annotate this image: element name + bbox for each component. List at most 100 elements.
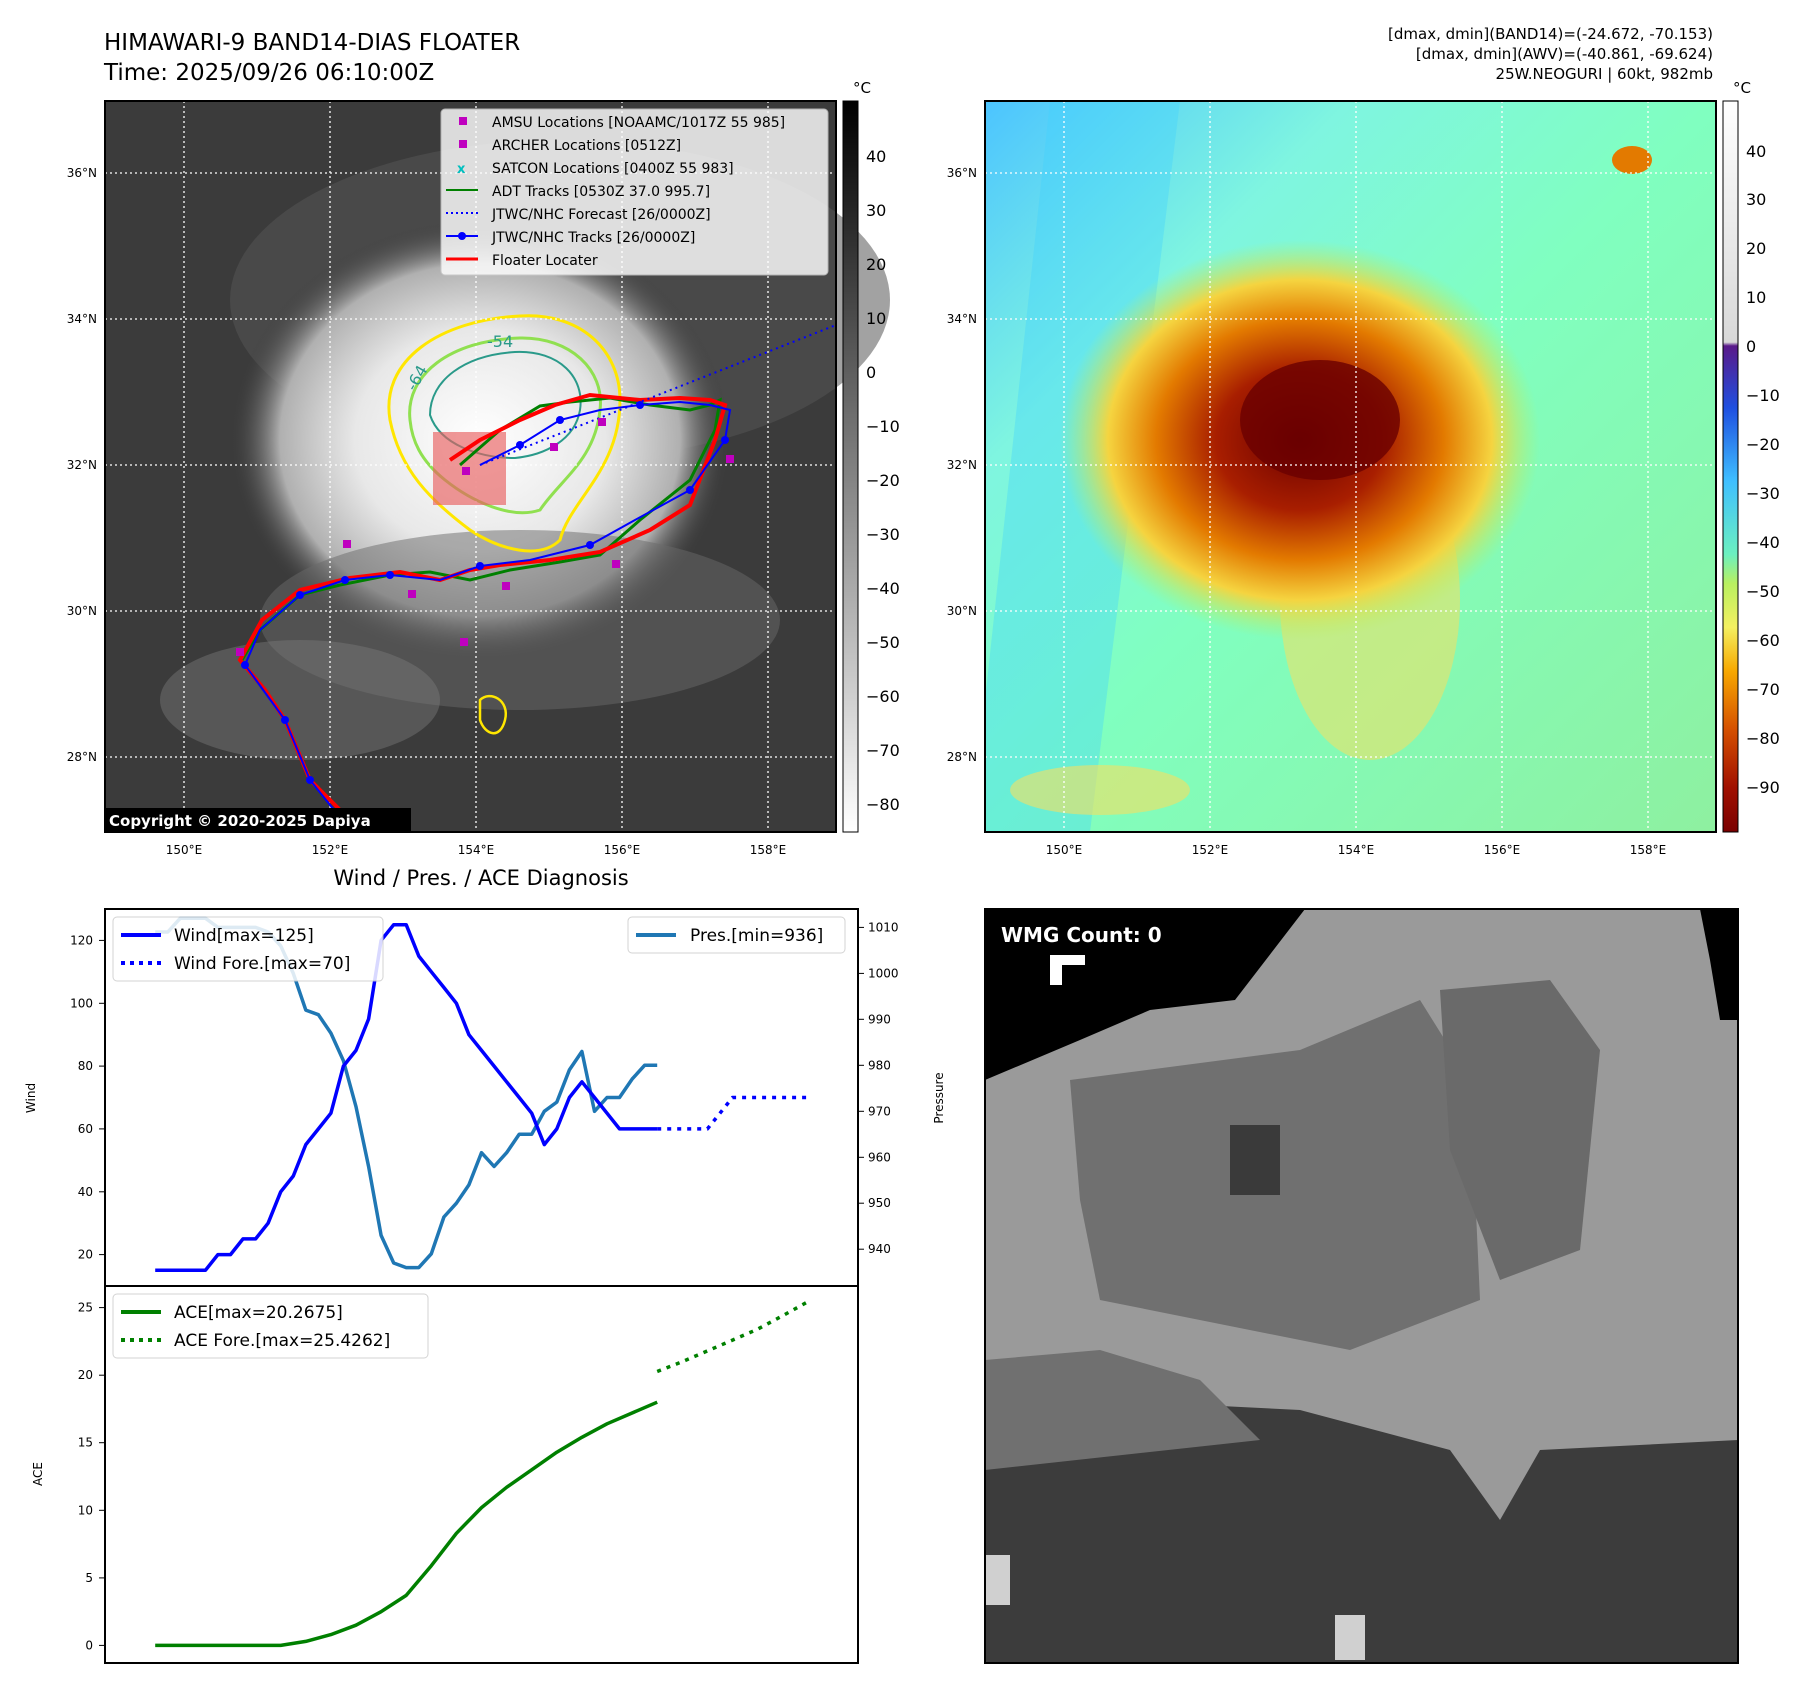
awv-cb-m50: −50 — [1746, 582, 1780, 601]
header-right-line-3: 25W.NEOGURI | 60kt, 982mb — [1496, 65, 1713, 83]
ace-line — [155, 1400, 658, 1648]
wmg-dark-cell — [1230, 1125, 1280, 1195]
ir-cb-m10: −10 — [866, 417, 900, 436]
ir-cb-m70: −70 — [866, 741, 900, 760]
awv-cb-0: 0 — [1746, 337, 1756, 356]
awv-gridlines — [985, 101, 1716, 832]
wind-tick-80: 80 — [78, 1059, 93, 1073]
wind-tick-40: 40 — [78, 1185, 93, 1199]
legend-jtwc-dot — [458, 232, 466, 240]
amsu-markers — [236, 418, 734, 656]
ace-legend: ACE[max=20.2675] ACE Fore.[max=25.4262] — [112, 1293, 429, 1359]
wind-chart: 20 40 60 80 100 120 940 950 960 970 980 990 1000 101… — [24, 908, 946, 1287]
wind-tick-100: 100 — [70, 996, 93, 1010]
ir-contour-yellow — [387, 314, 622, 553]
awv-lat-32: 32°N — [947, 458, 977, 472]
pres-tick-940: 940 — [868, 1242, 891, 1256]
awv-lat-30: 30°N — [947, 604, 977, 618]
pres-tick-990: 990 — [868, 1012, 891, 1026]
wind-y-label: Wind — [24, 1083, 38, 1113]
ir-cb-10: 10 — [866, 309, 886, 328]
awv-cb-30: 30 — [1746, 190, 1766, 209]
wmg-light-patch-1 — [985, 1555, 1010, 1605]
ir-cb-m50: −50 — [866, 633, 900, 652]
ace-tick-20: 20 — [78, 1368, 93, 1382]
ace-tick-15: 15 — [78, 1436, 93, 1450]
wmg-panel: WMG Count: 0 — [984, 908, 1739, 1664]
ir-lon-156: 156°E — [604, 843, 641, 857]
ir-colorbar-ramp — [842, 100, 859, 833]
ace-tick-25: 25 — [78, 1301, 93, 1315]
pres-y-ticks: 940 950 960 970 980 990 1000 1010 — [858, 920, 899, 1256]
awv-lon-158: 158°E — [1630, 843, 1667, 857]
ir-colorbar-ticks: 40 30 20 10 0 −10 −20 −30 −40 −50 −60 −7… — [866, 147, 900, 814]
ace-chart: 0 5 10 15 20 25 ACE ACE[max=20.2675] ACE Fore… — [31, 1285, 859, 1664]
wmg-black-nw — [985, 909, 1305, 1080]
ir-lon-154: 154°E — [458, 843, 495, 857]
title-line-2: Time: 2025/09/26 06:10:00Z — [103, 60, 434, 86]
ace-y-label: ACE — [31, 1462, 45, 1486]
header-right-line-2: [dmax, dmin](AWV)=(-40.861, -69.624) — [1416, 45, 1713, 63]
legend-archer: ARCHER Locations [0512Z] — [492, 138, 681, 154]
ace-tick-5: 5 — [85, 1571, 93, 1585]
ir-lat-36: 36°N — [67, 166, 97, 180]
pres-tick-960: 960 — [868, 1150, 891, 1164]
wmg-light-patch-2 — [1335, 1615, 1365, 1660]
pres-tick-950: 950 — [868, 1196, 891, 1210]
ace-y-ticks: 0 5 10 15 20 25 — [78, 1301, 105, 1652]
diagnosis-title: Wind / Pres. / ACE Diagnosis — [333, 866, 628, 890]
ir-lat-28: 28°N — [67, 750, 97, 764]
awv-lat-labels: 36°N 34°N 32°N 30°N 28°N — [947, 166, 977, 764]
awv-lon-labels: 150°E 152°E 154°E 156°E 158°E — [1046, 843, 1667, 857]
ir-contour-south — [478, 694, 508, 735]
awv-lat-28: 28°N — [947, 750, 977, 764]
wmg-dark-south — [985, 1400, 1738, 1663]
ir-cb-m60: −60 — [866, 687, 900, 706]
awv-cb-40: 40 — [1746, 142, 1766, 161]
pres-legend: Pres.[min=936] — [627, 916, 846, 954]
title-line-1: HIMAWARI-9 BAND14-DIAS FLOATER — [104, 30, 520, 56]
ir-colorbar: °C 40 30 20 10 0 −10 −20 −30 −40 −50 −60… — [842, 79, 900, 833]
legend-adt: ADT Tracks [0530Z 37.0 995.7] — [492, 184, 710, 200]
pres-tick-980: 980 — [868, 1058, 891, 1072]
legend-ace-fore: ACE Fore.[max=25.4262] — [174, 1331, 390, 1351]
awv-lat-34: 34°N — [947, 312, 977, 326]
legend-amsu-marker — [459, 117, 467, 125]
legend-wind-fore: Wind Fore.[max=70] — [174, 954, 350, 974]
ir-cb-40: 40 — [866, 147, 886, 166]
legend-forecast: JTWC/NHC Forecast [26/0000Z] — [491, 207, 711, 223]
awv-cb-10: 10 — [1746, 288, 1766, 307]
awv-cb-m30: −30 — [1746, 484, 1780, 503]
legend-floater: Floater Locater — [492, 253, 598, 269]
ir-cb-30: 30 — [866, 201, 886, 220]
awv-colorbar: °C 40 30 20 10 0 −10 −20 −30 −40 −50 −60… — [1722, 79, 1780, 833]
copyright-box — [105, 808, 411, 832]
ir-legend: AMSU Locations [NOAAMC/1017Z 55 985] ARC… — [440, 108, 829, 276]
ir-lat-34: 34°N — [67, 312, 97, 326]
wmg-count-label: WMG Count: 0 — [1001, 923, 1162, 947]
ir-cb-m30: −30 — [866, 525, 900, 544]
ir-lat-30: 30°N — [67, 604, 97, 618]
awv-cb-m80: −80 — [1746, 729, 1780, 748]
awv-cb-m10: −10 — [1746, 386, 1780, 405]
awv-frame — [984, 100, 1717, 833]
jtwc-forecast-line — [479, 324, 837, 466]
awv-lon-156: 156°E — [1484, 843, 1521, 857]
awv-cb-m40: −40 — [1746, 533, 1780, 552]
ir-colorbar-unit: °C — [853, 79, 871, 97]
wind-tick-60: 60 — [78, 1122, 93, 1136]
wmg-white-marker — [1050, 955, 1085, 985]
ir-lon-152: 152°E — [312, 843, 349, 857]
awv-cb-m20: −20 — [1746, 435, 1780, 454]
wind-forecast-line — [657, 1095, 808, 1131]
legend-satcon-marker: x — [457, 162, 466, 177]
ace-series — [155, 1300, 809, 1648]
ir-lon-150: 150°E — [166, 843, 203, 857]
wmg-zone-east — [1440, 980, 1600, 1280]
adt-track — [240, 396, 722, 661]
awv-south-moist — [1010, 765, 1190, 815]
ace-forecast-line — [656, 1300, 809, 1374]
pres-y-label: Pressure — [932, 1072, 946, 1123]
wind-tick-120: 120 — [70, 933, 93, 947]
